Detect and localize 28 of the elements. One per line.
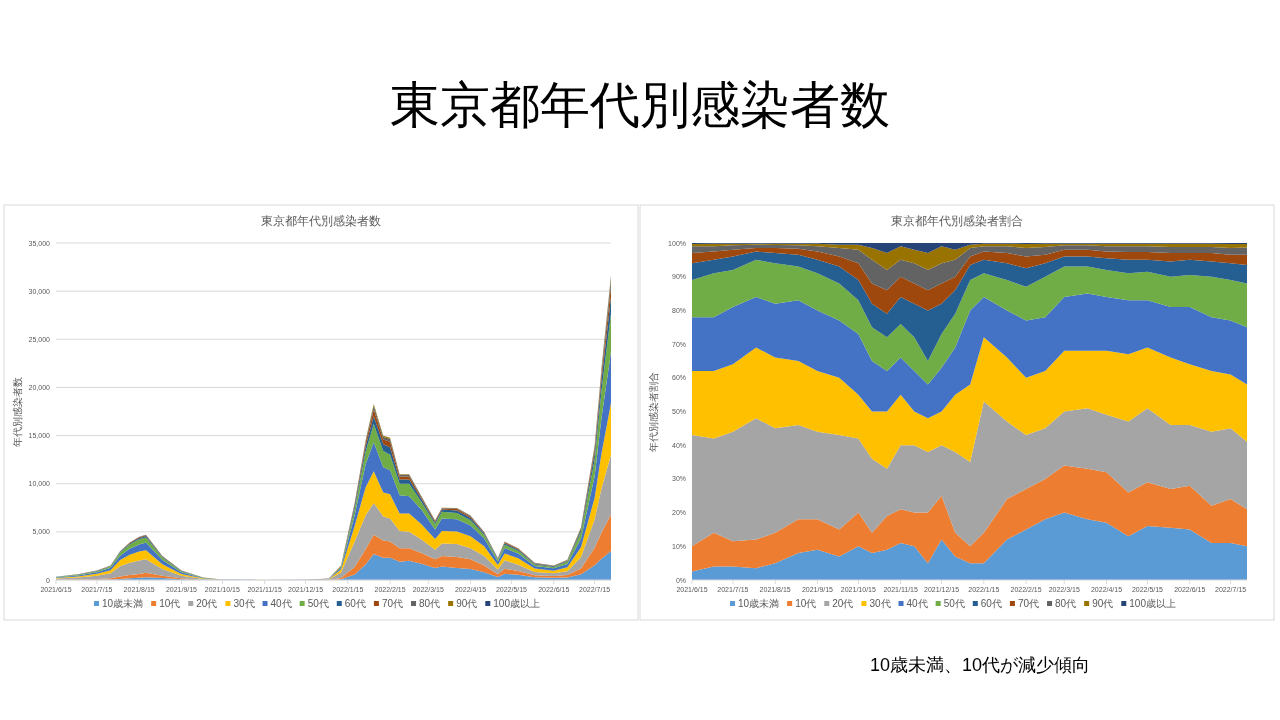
title: 東京都年代別感染者割合: [891, 214, 1023, 228]
legend-label: 10歳未満: [738, 598, 780, 609]
title: 東京都年代別感染者数: [261, 214, 381, 228]
legend-label: 40代: [906, 598, 928, 609]
legend-label: 70代: [1017, 598, 1040, 609]
legend-label: 10代: [795, 598, 817, 609]
legend-label: 80代: [1055, 598, 1077, 609]
legend-label: 30代: [233, 598, 255, 609]
legend-label: 60代: [980, 598, 1002, 609]
legend-label: 100歳以上: [1129, 598, 1176, 609]
legend-label: 90代: [1092, 598, 1114, 609]
legend-label: 50代: [307, 598, 329, 609]
ylabel: 年代別感染者数: [12, 376, 23, 447]
legend-label: 10代: [159, 598, 181, 609]
legend-label: 20代: [832, 598, 854, 609]
legend-label: 50代: [943, 598, 965, 609]
ylabel: 年代別感染者割合: [648, 371, 659, 452]
legend-label: 40代: [270, 598, 292, 609]
legend-label: 30代: [869, 598, 891, 609]
legend-label: 80代: [419, 598, 441, 609]
legend-label: 90代: [456, 598, 478, 609]
legend-label: 20代: [196, 598, 218, 609]
legend-label: 10歳未満: [102, 598, 144, 609]
legend-label: 100歳以上: [493, 598, 540, 609]
annotation: 10歳未満、10代が減少傾向: [870, 655, 1090, 675]
legend-label: 60代: [344, 598, 366, 609]
legend-label: 70代: [381, 598, 404, 609]
title: 東京都年代別感染者数: [390, 77, 890, 133]
